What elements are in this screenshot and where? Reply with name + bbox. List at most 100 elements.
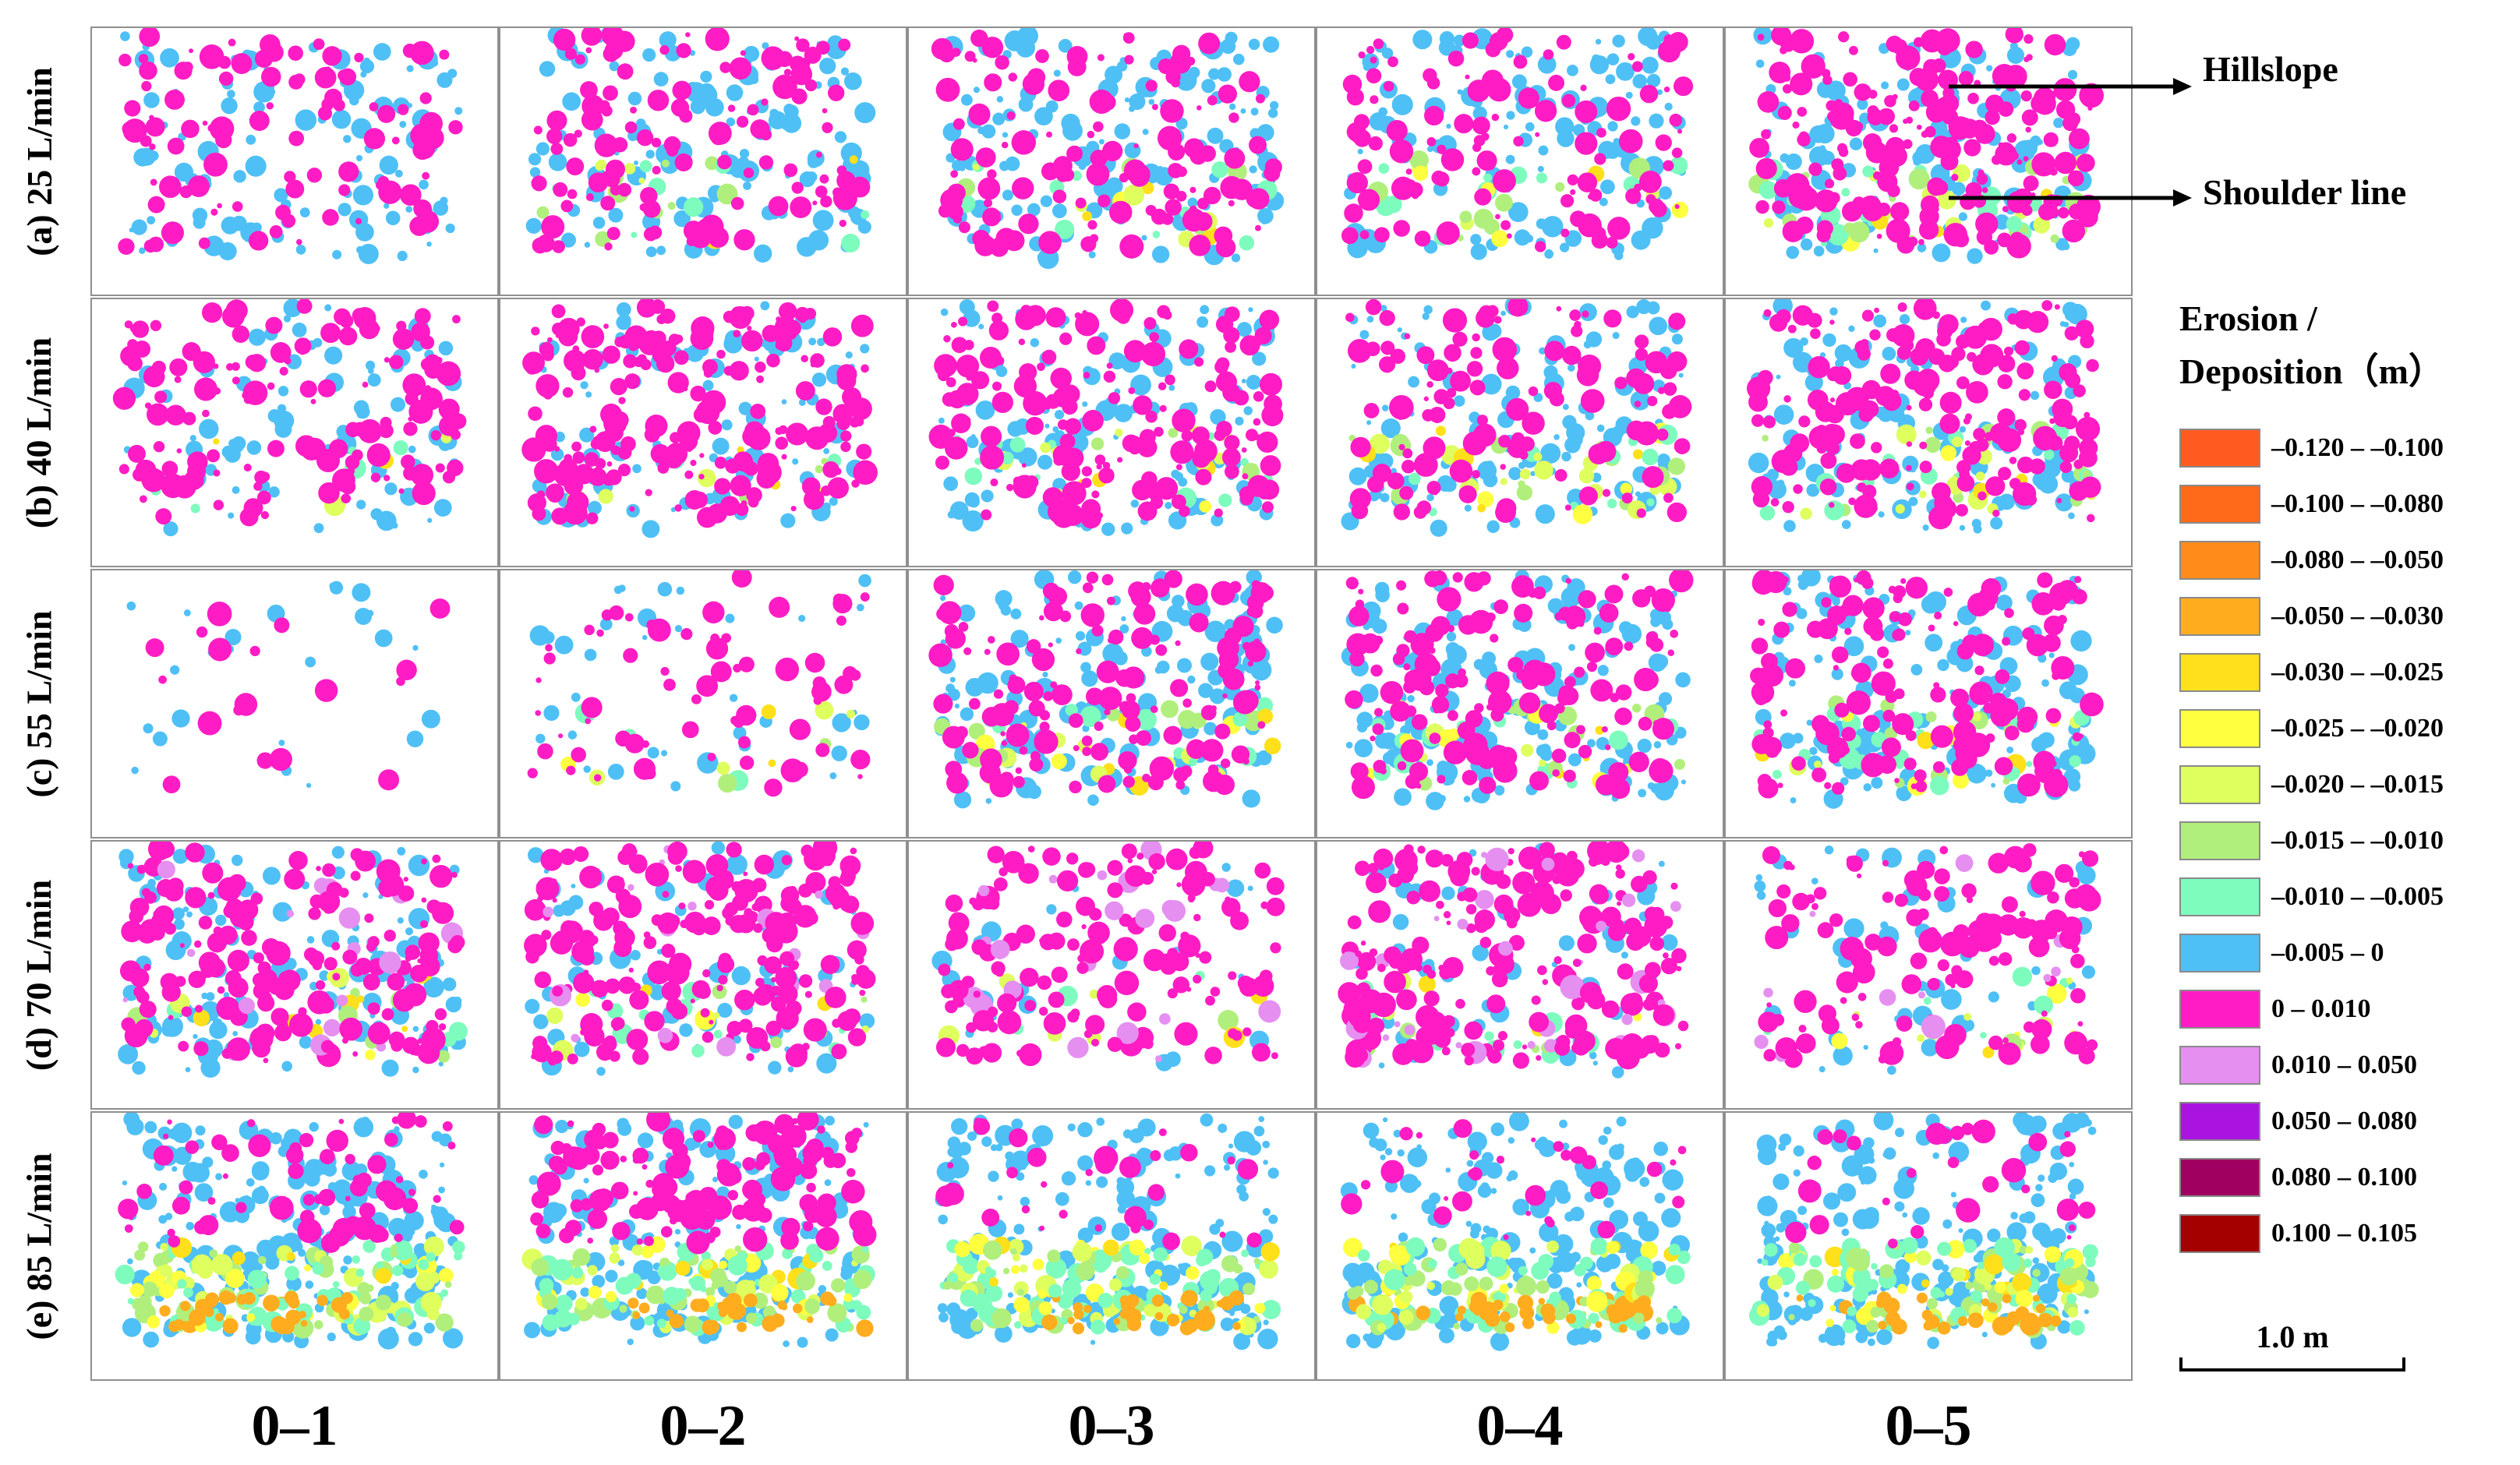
erosion-deposition-map	[1341, 570, 1694, 810]
map-panel	[1316, 569, 1724, 838]
legend-swatch	[2179, 709, 2260, 748]
map-panel	[1316, 26, 1724, 296]
legend-label: 0.100 – 0.105	[2271, 1219, 2417, 1248]
legend-label: –0.050 – –0.030	[2271, 602, 2444, 630]
erosion-deposition-map	[524, 842, 876, 1076]
scale-bar-line	[2179, 1357, 2405, 1371]
hillslope-arrow-head	[2173, 78, 2192, 95]
legend-label: –0.120 – –0.100	[2271, 433, 2444, 462]
row-label-text: (a) 25 L/min	[19, 66, 59, 256]
row-label-text: (b) 40 L/min	[19, 337, 59, 528]
map-panel	[1724, 840, 2133, 1110]
map-panel	[907, 298, 1316, 567]
scale-bar-label: 1.0 m	[2256, 1319, 2329, 1354]
map-panel	[90, 569, 499, 838]
legend-item: –0.030 – –0.025	[2179, 644, 2444, 701]
legend-swatch	[2179, 485, 2260, 524]
legend-label: –0.100 – –0.080	[2271, 489, 2444, 518]
map-panel	[90, 840, 499, 1110]
legend-label: –0.080 – –0.050	[2271, 545, 2444, 574]
legend-label: –0.025 – –0.020	[2271, 714, 2444, 743]
map-panel	[499, 569, 907, 838]
legend-item: –0.120 – –0.100	[2179, 420, 2444, 476]
legend-label: –0.005 – 0	[2271, 938, 2384, 967]
erosion-deposition-map	[1748, 1113, 2099, 1350]
map-panel	[907, 1111, 1316, 1381]
legend-label: 0.010 – 0.050	[2271, 1050, 2417, 1079]
legend-label: –0.010 – –0.005	[2271, 882, 2444, 911]
legend-item: 0.100 – 0.105	[2179, 1206, 2444, 1262]
column-label: 0–3	[1068, 1394, 1155, 1458]
column-label: 0–4	[1476, 1394, 1564, 1458]
legend-swatch	[2179, 1102, 2260, 1141]
map-panel	[1316, 840, 1724, 1110]
map-panel	[907, 26, 1316, 296]
legend-title: Erosion / Deposition（m）	[2179, 292, 2444, 398]
shoulder-line-label: Shoulder line	[2203, 172, 2407, 212]
map-panel	[499, 840, 907, 1110]
scale-bar: 1.0 m	[2179, 1318, 2405, 1371]
legend-swatch	[2179, 1046, 2260, 1085]
legend-item: –0.080 – –0.050	[2179, 532, 2444, 588]
legend-item: 0 – 0.010	[2179, 981, 2444, 1037]
row-label: (e) 85 L/min	[0, 1111, 78, 1381]
map-panel	[1724, 26, 2133, 296]
legend-item: –0.015 – –0.010	[2179, 813, 2444, 869]
column-label: 0–2	[659, 1394, 747, 1458]
erosion-deposition-map	[115, 1113, 465, 1350]
map-panel	[907, 840, 1316, 1110]
legend-items: –0.120 – –0.100 –0.100 – –0.080 –0.080 – –…	[2179, 420, 2444, 1262]
legend-label: –0.020 – –0.015	[2271, 770, 2444, 799]
map-panel	[1724, 569, 2133, 838]
legend-label: –0.030 – –0.025	[2271, 658, 2444, 687]
legend-swatch	[2179, 765, 2260, 804]
legend-swatch	[2179, 990, 2260, 1029]
legend-label: –0.015 – –0.010	[2271, 826, 2444, 855]
legend-item: –0.100 – –0.080	[2179, 476, 2444, 532]
legend-item: 0.080 – 0.100	[2179, 1149, 2444, 1206]
erosion-deposition-map	[118, 28, 463, 264]
erosion-deposition-map	[1754, 843, 2101, 1075]
erosion-deposition-map	[931, 28, 1285, 270]
shoulder-line-arrow-head	[2173, 189, 2192, 207]
legend-item: 0.010 – 0.050	[2179, 1037, 2444, 1093]
legend-label: 0 – 0.010	[2271, 994, 2371, 1023]
map-panel	[907, 569, 1316, 838]
legend-item: –0.005 – 0	[2179, 925, 2444, 981]
legend-swatch	[2179, 934, 2260, 973]
legend-swatch	[2179, 653, 2260, 692]
legend-swatch	[2179, 541, 2260, 580]
erosion-deposition-map	[1748, 28, 2104, 264]
erosion-deposition-map	[931, 842, 1285, 1071]
row-label-text: (d) 70 L/min	[19, 879, 59, 1071]
row-label: (b) 40 L/min	[0, 298, 78, 567]
legend-item: –0.025 – –0.020	[2179, 701, 2444, 757]
row-label: (c) 55 L/min	[0, 569, 78, 838]
legend-swatch	[2179, 877, 2260, 916]
map-panel	[499, 298, 907, 567]
erosion-deposition-map	[1338, 842, 1689, 1078]
erosion-deposition-map	[527, 570, 871, 797]
map-panel	[90, 1111, 499, 1381]
erosion-deposition-map	[521, 1113, 877, 1348]
erosion-deposition-map	[928, 299, 1284, 536]
legend: Erosion / Deposition（m） –0.120 – –0.100–…	[2179, 292, 2444, 1262]
erosion-deposition-map	[521, 299, 878, 538]
map-panel	[499, 1111, 907, 1381]
legend-item: 0.050 – 0.080	[2179, 1093, 2444, 1149]
legend-item: –0.050 – –0.030	[2179, 588, 2444, 644]
map-panel	[1316, 1111, 1724, 1381]
legend-swatch	[2179, 1158, 2260, 1197]
legend-item: –0.010 – –0.005	[2179, 869, 2444, 925]
legend-swatch	[2179, 1214, 2260, 1253]
erosion-deposition-map	[1750, 570, 2104, 809]
map-panel	[90, 26, 499, 296]
map-grid	[90, 26, 2133, 1382]
erosion-deposition-map	[525, 28, 876, 263]
map-panel	[1724, 298, 2133, 567]
erosion-deposition-map	[1341, 28, 1694, 260]
legend-title-line2: Deposition（m）	[2179, 351, 2444, 391]
row-label: (d) 70 L/min	[0, 840, 78, 1110]
row-label: (a) 25 L/min	[0, 26, 78, 296]
map-panel	[1316, 298, 1724, 567]
